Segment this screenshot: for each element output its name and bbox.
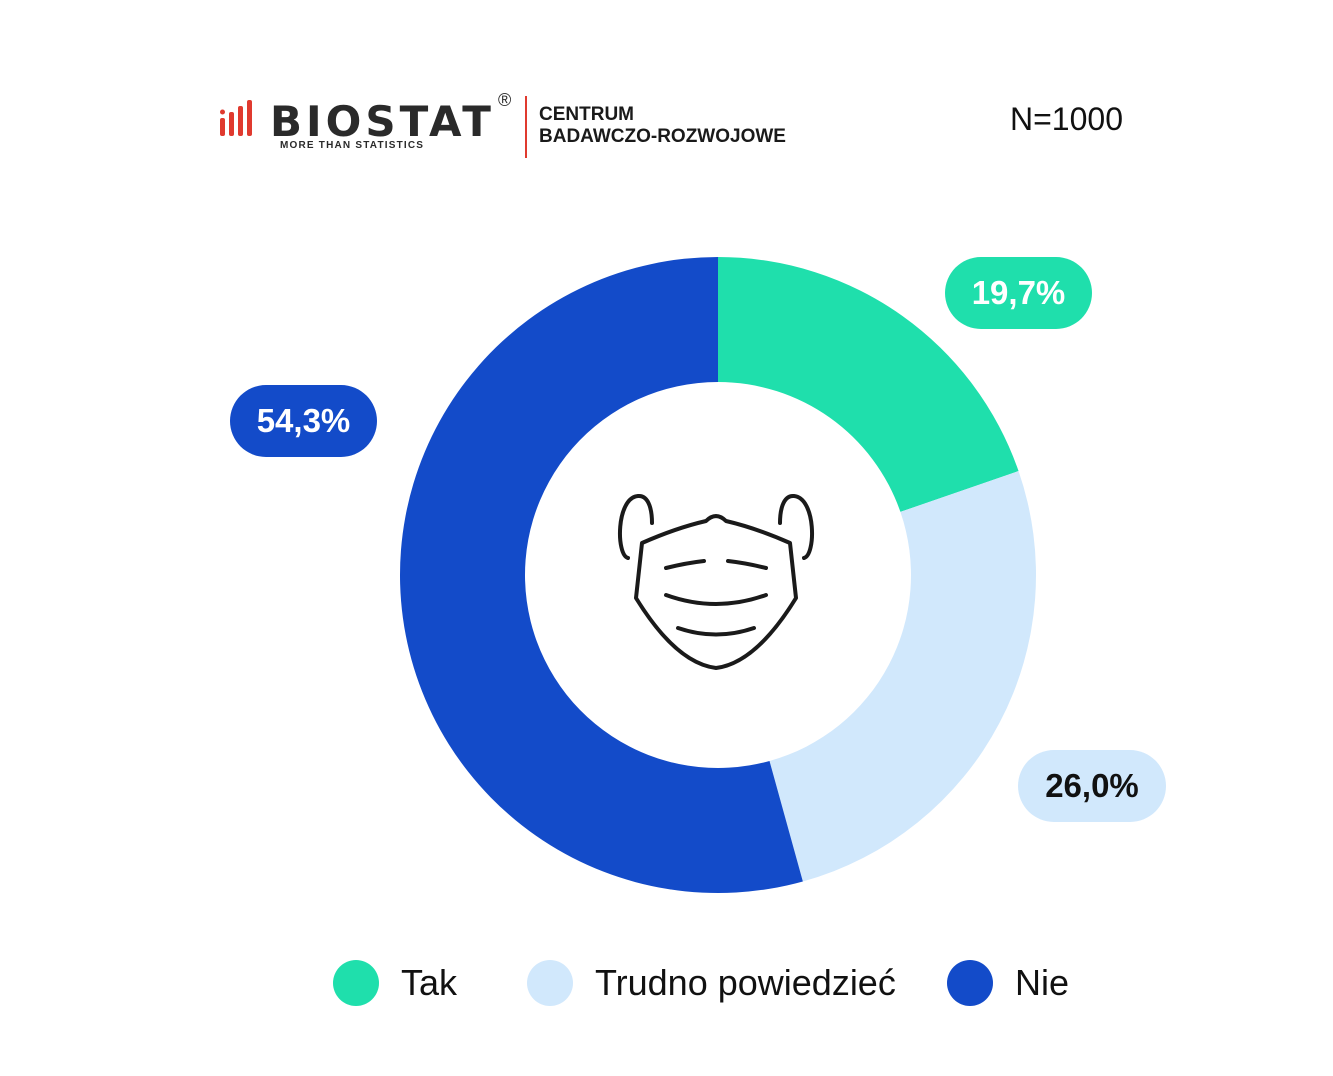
data-label-tak: 19,7% xyxy=(945,257,1092,329)
donut-slice-tak xyxy=(718,257,1019,512)
logo-registered-mark: ® xyxy=(498,90,512,110)
legend: Tak Trudno powiedzieć Nie xyxy=(330,958,1090,1008)
logo-center-line2: BADAWCZO-ROZWOJOWE xyxy=(539,126,786,147)
data-label-nie-text: 54,3% xyxy=(256,402,351,439)
face-mask-icon xyxy=(618,494,814,670)
logo-name: BIOSTAT xyxy=(270,97,495,146)
legend-item-trudno: Trudno powiedzieć xyxy=(527,958,896,1008)
logo-bars-icon xyxy=(220,100,252,136)
logo-divider xyxy=(525,96,527,158)
legend-label-tak: Tak xyxy=(401,962,458,1003)
logo-tagline: MORE THAN STATISTICS xyxy=(280,140,425,151)
donut-slice-trudno xyxy=(769,471,1036,882)
biostat-logo: BIOSTAT ® MORE THAN STATISTICS CENTRUM B… xyxy=(218,90,818,158)
legend-item-tak: Tak xyxy=(333,958,457,1008)
data-label-trudno: 26,0% xyxy=(1018,750,1166,822)
legend-label-nie: Nie xyxy=(1015,962,1070,1003)
sample-size-label: N=1000 xyxy=(1010,101,1123,137)
donut-slice-nie xyxy=(399,257,803,893)
legend-swatch-trudno xyxy=(527,960,573,1006)
logo-center-line1: CENTRUM xyxy=(539,104,634,125)
legend-swatch-nie xyxy=(947,960,993,1006)
data-label-trudno-text: 26,0% xyxy=(1045,767,1139,804)
donut-chart xyxy=(399,257,1036,893)
legend-label-trudno: Trudno powiedzieć xyxy=(595,962,896,1003)
data-label-nie: 54,3% xyxy=(230,385,377,457)
legend-item-nie: Nie xyxy=(947,958,1069,1008)
legend-swatch-tak xyxy=(333,960,379,1006)
data-label-tak-text: 19,7% xyxy=(971,274,1066,311)
